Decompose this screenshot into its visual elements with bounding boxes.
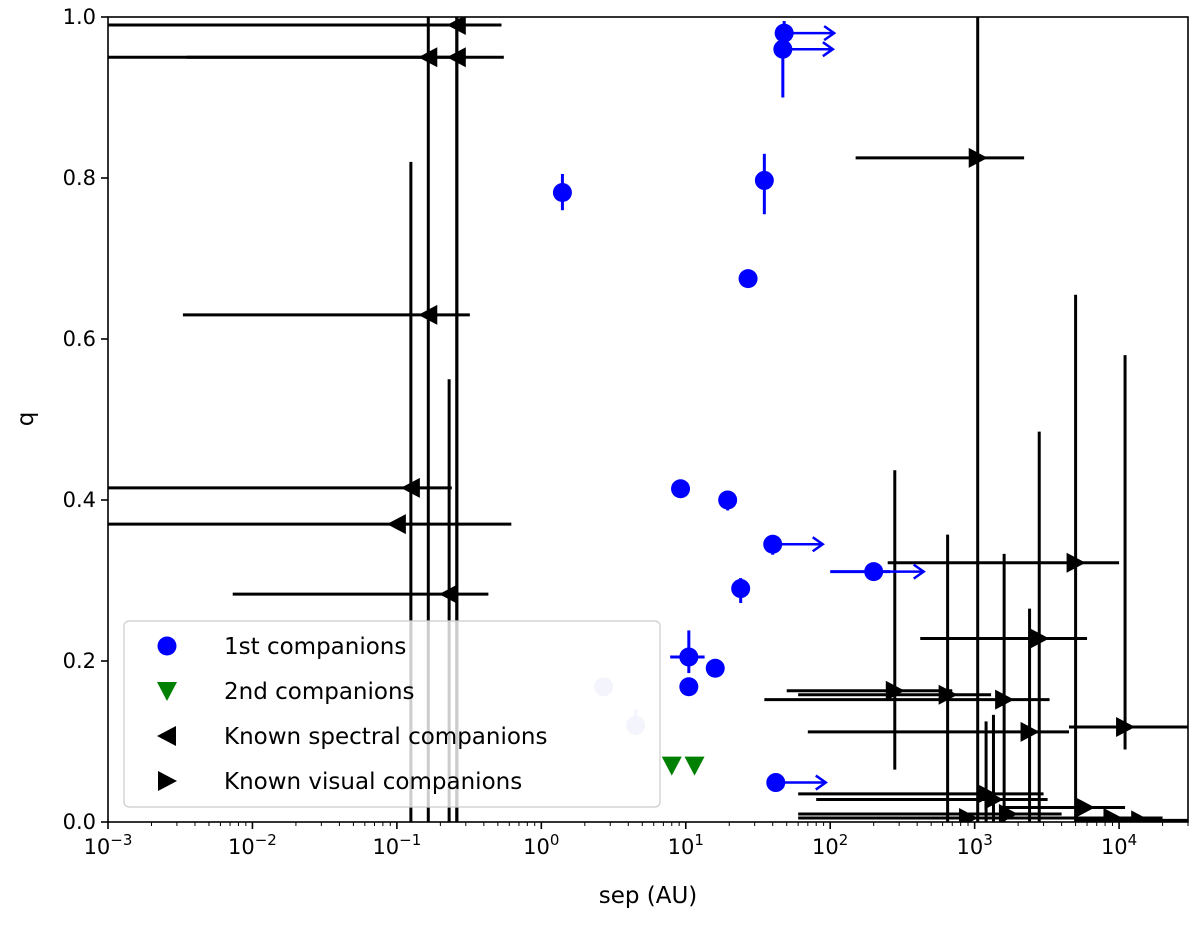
data-point [718,490,738,510]
data-point [386,514,406,535]
data-point [1075,797,1095,818]
legend-label: 2nd companions [224,679,415,705]
legend-label: Known visual companions [224,769,522,795]
series-3 [764,17,1188,822]
x-axis: 10−3 10−2 10−1 100 101 102 103 104 [84,822,1189,859]
lower-limit-arrowhead [912,563,926,580]
legend-marker [158,771,177,791]
data-point [773,39,793,59]
data-point [984,789,1004,810]
lower-limit-arrowhead [815,774,828,791]
x-tick-label: 10−3 [84,831,133,859]
data-point [1103,807,1123,822]
legend-marker [157,682,177,701]
x-axis-label: sep (AU) [599,883,698,909]
x-tick-label: 104 [1101,831,1137,859]
data-point [766,773,786,793]
y-tick-label: 1.0 [63,5,96,29]
data-point [731,579,751,599]
data-point [968,147,988,168]
series-0 [552,21,926,793]
y-tick-label: 0.4 [63,488,96,512]
legend-marker [157,636,177,656]
x-tick-label: 101 [668,831,704,859]
data-point [763,534,783,554]
x-tick-label: 10−1 [372,831,421,859]
data-point [400,477,420,498]
lower-limit-arrowhead [822,41,836,58]
x-tick-label: 103 [957,831,993,859]
data-point [552,182,572,202]
data-point [705,658,725,678]
data-point [1131,810,1151,822]
data-point [418,304,438,325]
y-tick-label: 0.2 [63,649,96,673]
y-tick-label: 0.8 [63,166,96,190]
data-point [439,584,459,605]
legend-label: 1st companions [224,634,406,660]
series-1 [661,756,705,776]
data-point [679,647,699,667]
legend: 1st companions 2nd companions Known spectr… [123,620,661,808]
legend-label: Known spectral companions [224,724,548,750]
data-point [671,479,691,499]
data-point [995,689,1015,710]
x-tick-label: 100 [523,831,559,859]
legend-marker [157,726,176,746]
data-point [1020,721,1040,742]
plot-frame [107,16,1189,823]
lower-limit-arrowhead [812,536,825,553]
legend-box [123,620,661,808]
lower-limit-arrowhead [823,25,837,42]
data-point [959,807,979,822]
data-point [754,170,774,190]
data-point [738,269,758,289]
data-point [1066,552,1086,573]
data-point [1116,717,1136,738]
data-point [446,47,466,68]
data-point [661,756,682,776]
y-tick-label: 0.6 [63,327,96,351]
y-axis: 0.0 0.2 0.4 0.6 0.8 1.0 [63,5,108,834]
y-axis-label: q [13,412,39,427]
data-point [1030,628,1050,649]
data-point [679,677,699,697]
data-point [684,756,705,776]
x-tick-label: 102 [812,831,848,859]
x-tick-label: 10−2 [228,831,277,859]
y-tick-label: 0.0 [63,810,96,834]
data-point [864,562,884,582]
